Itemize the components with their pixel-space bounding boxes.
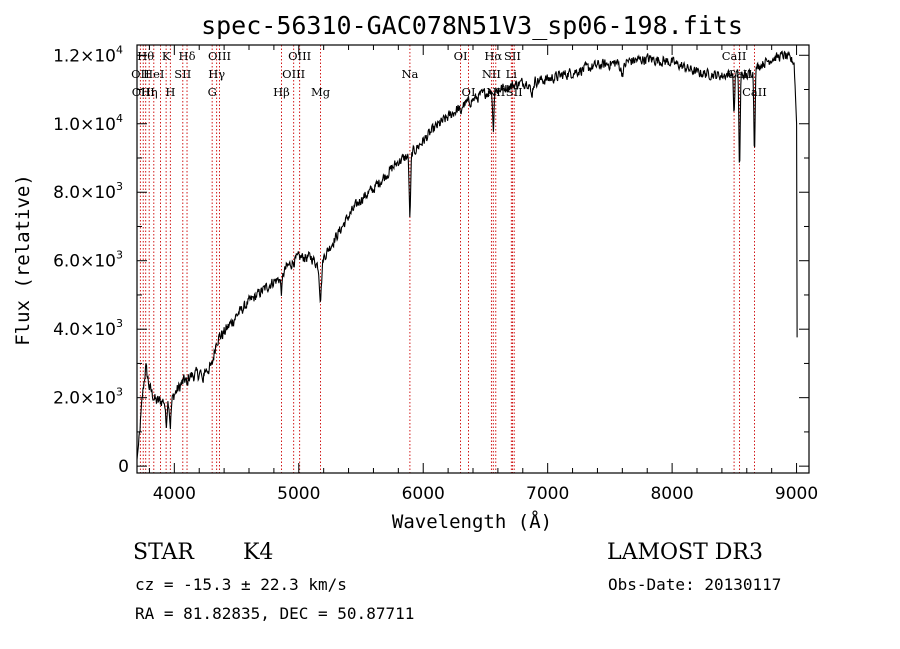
emission-line-label: Hβ — [273, 85, 290, 99]
emission-line-label: CaII — [742, 85, 767, 99]
sky-coordinates: RA = 81.82835, DEC = 50.87711 — [135, 604, 415, 623]
redshift-velocity: cz = -15.3 ± 22.3 km/s — [135, 575, 347, 594]
emission-line-label: G — [208, 85, 217, 99]
y-tick-label: 1.2×104 — [53, 43, 123, 66]
emission-line-label: K — [162, 49, 171, 63]
emission-line-label: Na — [401, 67, 418, 81]
y-tick-label: 8.0×103 — [53, 180, 123, 203]
emission-line-label: NII — [482, 67, 501, 81]
emission-line-label: OII — [131, 67, 150, 81]
emission-line-label: OIII — [282, 67, 305, 81]
y-axis: 0 2.0×103 4.0×103 6.0×103 8.0×103 1.0×104 1.2×… — [53, 43, 809, 477]
object-type: STAR — [133, 540, 194, 565]
chart-title: spec-56310-GAC078N51V3_sp06-198.fits — [201, 11, 743, 40]
emission-line-markers — [139, 45, 755, 473]
emission-line-label: H — [165, 85, 175, 99]
y-tick-label: 6.0×103 — [53, 249, 123, 272]
y-tick-label: 2.0×103 — [53, 386, 123, 409]
emission-line-label: SII — [174, 67, 191, 81]
survey-name: LAMOST DR3 — [607, 540, 763, 565]
x-tick-label: 8000 — [650, 484, 693, 504]
emission-line-label: OIII — [208, 49, 231, 63]
x-tick-label: 7000 — [526, 484, 569, 504]
emission-line-label: SII — [504, 49, 521, 63]
spectrum-series-line — [136, 50, 798, 460]
x-tick-label: 9000 — [775, 484, 818, 504]
y-tick-label: 4.0×103 — [53, 317, 123, 340]
emission-line-label: HeI — [143, 67, 164, 81]
emission-line-label: Hθ — [137, 49, 154, 63]
plot-frame — [136, 44, 810, 474]
emission-line-label: OI — [454, 49, 468, 63]
emission-line-label: Hδ — [179, 49, 196, 63]
y-axis-label: Flux (relative) — [12, 174, 34, 346]
y-tick-label: 0 — [118, 457, 129, 477]
emission-line-label: Hη — [141, 85, 158, 99]
observation-date: Obs-Date: 20130117 — [608, 575, 782, 594]
x-axis: 4000 5000 6000 7000 8000 9000 — [148, 45, 818, 504]
emission-line-label: CaII — [722, 49, 747, 63]
emission-line-label: OIII — [288, 49, 311, 63]
emission-line-label: Li — [506, 67, 518, 81]
emission-line-label: Hα — [484, 49, 502, 63]
emission-line-label: OI — [462, 85, 476, 99]
x-tick-label: 6000 — [402, 484, 445, 504]
x-tick-label: 4000 — [153, 484, 196, 504]
x-axis-label: Wavelength (Å) — [392, 510, 552, 533]
spectral-subclass: K4 — [243, 540, 274, 565]
emission-line-label: Mg — [311, 85, 331, 99]
y-tick-label: 1.0×104 — [53, 112, 123, 135]
x-tick-label: 5000 — [277, 484, 320, 504]
emission-line-labels: OIIOIIIHθHηHeIKHSIIHδGHγOIIIHβOIIIOIIIMg… — [131, 49, 767, 99]
emission-line-label: Hγ — [208, 67, 225, 81]
